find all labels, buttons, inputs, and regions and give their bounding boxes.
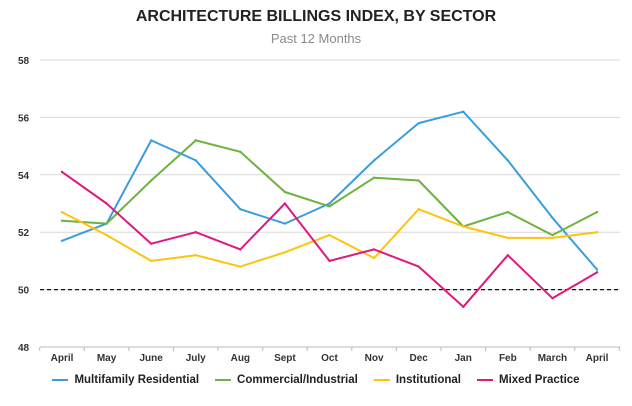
x-tick-label: May [97,353,117,364]
data-point-mixed-practice [328,259,331,263]
x-tick-label: Oct [321,353,338,364]
data-point-multifamily-residential [595,268,599,271]
data-point-mixed-practice [149,242,153,245]
x-tick-label: April [586,353,609,364]
data-point-institutional [149,259,153,263]
legend-label: Institutional [395,374,462,386]
x-tick-label: April [51,353,74,364]
legend-item: Multifamily Residential [52,374,199,386]
legend-swatch [215,379,232,381]
data-point-commercial-industrial [149,179,153,182]
legend-item: Mixed Practice [477,374,580,386]
data-point-multifamily-residential [239,208,242,211]
legend-item: Commercial/Industrial [215,374,358,386]
series-line-commercial-industrial [61,139,598,237]
data-point-institutional [194,253,197,257]
x-tick-label: June [139,353,163,364]
x-tick-label: July [186,353,206,364]
line-chart: 48 50 52 54 56 58 April May June July Aug Sept Oct No… [18,56,620,364]
data-point-commercial-industrial [194,139,197,142]
y-tick-label: 58 [18,56,30,67]
x-tick-label: Aug [231,353,250,364]
data-point-mixed-practice [551,297,554,300]
legend-swatch [373,379,390,381]
data-point-multifamily-residential [462,110,465,113]
data-point-institutional [551,236,554,240]
data-point-commercial-industrial [60,219,64,222]
data-point-institutional [506,236,510,240]
x-tick-label: Nov [365,353,384,364]
data-point-institutional [595,231,599,234]
data-point-commercial-industrial [328,205,331,208]
chart-legend: Multifamily Residential Commercial/Indust… [0,374,632,386]
data-point-multifamily-residential [551,216,554,220]
grid-layer [40,59,620,291]
data-point-mixed-practice [239,248,242,251]
data-point-mixed-practice [60,170,64,174]
data-point-commercial-industrial [595,210,599,214]
data-point-commercial-industrial [551,233,554,237]
y-tick-label: 54 [18,171,30,182]
y-tick-label: 50 [18,286,30,297]
series-line-multifamily-residential [61,110,598,271]
data-point-mixed-practice [372,248,376,251]
data-point-multifamily-residential [417,121,420,125]
legend-item: Institutional [373,374,462,386]
y-tick-label: 48 [18,343,30,354]
data-point-multifamily-residential [372,159,376,162]
data-point-multifamily-residential [194,159,197,162]
x-tick-label: Dec [409,353,428,364]
data-point-institutional [372,256,376,260]
x-tick-label: Jan [455,353,472,364]
series-line-mixed-practice [61,170,598,308]
data-point-institutional [328,233,331,237]
data-point-multifamily-residential [328,202,331,205]
data-point-commercial-industrial [417,179,420,182]
data-point-institutional [105,233,108,237]
data-point-institutional [60,210,64,214]
data-point-commercial-industrial [506,210,510,214]
series-layer [60,110,599,309]
data-point-institutional [417,208,420,211]
data-point-commercial-industrial [105,222,108,225]
x-tick-label: Sept [274,353,296,364]
data-point-institutional [462,225,465,228]
data-point-commercial-industrial [283,190,287,194]
data-point-multifamily-residential [506,159,510,162]
chart-subtitle: Past 12 Months [270,31,362,46]
legend-label: Commercial/Industrial [237,374,358,386]
y-tick-label: 52 [18,228,30,239]
x-tick-label: Feb [499,353,517,364]
data-point-mixed-practice [105,202,108,205]
x-tick-label: March [538,353,567,364]
data-point-mixed-practice [283,202,287,205]
axis-layer: 48 50 52 54 56 58 April May June July Aug Sept Oct No… [18,56,620,364]
data-point-multifamily-residential [283,222,287,225]
data-point-institutional [239,265,242,268]
data-point-multifamily-residential [149,139,153,142]
data-point-mixed-practice [462,305,465,309]
data-point-institutional [283,251,287,254]
chart-title: ARCHITECTURE BILLINGS INDEX, BY SECTOR [135,8,497,25]
data-point-mixed-practice [417,265,420,268]
legend-swatch [477,379,494,381]
data-point-commercial-industrial [372,176,376,179]
data-point-multifamily-residential [60,239,64,243]
legend-label: Mixed Practice [499,374,580,386]
data-point-mixed-practice [595,271,599,274]
data-point-mixed-practice [506,253,510,257]
legend-label: Multifamily Residential [74,374,200,386]
data-point-commercial-industrial [239,150,242,154]
data-point-mixed-practice [194,231,197,234]
y-tick-label: 56 [18,113,30,124]
legend-swatch [52,379,69,381]
